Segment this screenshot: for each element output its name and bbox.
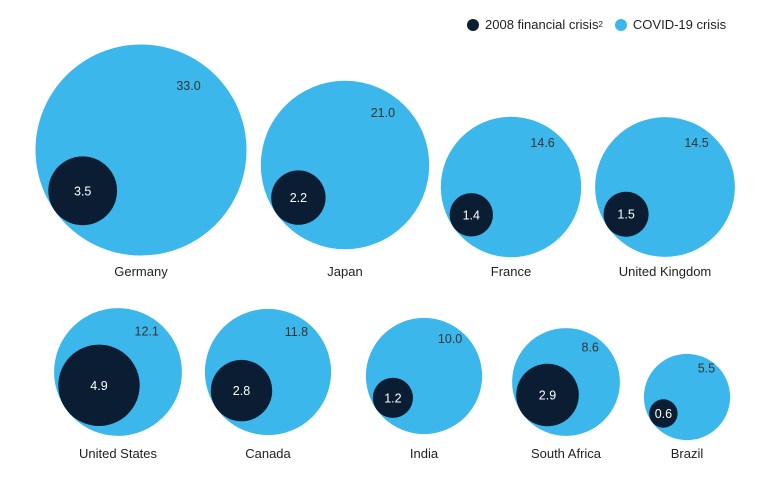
crisis2008-bubble (271, 170, 326, 225)
country-group: 5.5 0.6 Brazil (643, 353, 731, 461)
country-label: France (491, 264, 531, 279)
country-group: 12.1 4.9 United States (54, 308, 182, 461)
covid-value-label: 10.0 (438, 332, 462, 346)
covid-bubble (595, 117, 735, 257)
legend-footnote: 2 (598, 20, 603, 29)
country-group: 14.6 1.4 France (440, 116, 582, 279)
covid-value-label: 14.6 (530, 136, 554, 150)
country-label: United States (79, 446, 158, 461)
country-label: Japan (327, 264, 362, 279)
crisis2008-value-label: 2.9 (539, 389, 556, 403)
country-label: United Kingdom (619, 264, 712, 279)
legend-item-covid: COVID-19 crisis (614, 17, 727, 32)
covid-value-label: 12.1 (135, 325, 159, 339)
crisis2008-value-label: 1.4 (463, 208, 480, 222)
covid-bubble (440, 116, 582, 258)
legend-label-covid: COVID-19 crisis (632, 17, 727, 32)
legend-label-2008: 2008 financial crisis (485, 17, 599, 32)
crisis2008-bubble (449, 193, 493, 237)
covid-value-label: 14.5 (684, 136, 708, 150)
country-group: 11.8 2.8 Canada (204, 308, 332, 461)
crisis2008-bubble (48, 156, 118, 226)
legend-item-2008: 2008 financial crisis 2 (467, 17, 603, 32)
crisis2008-bubble (372, 377, 413, 418)
country-label: Canada (245, 446, 291, 461)
country-group: 33.0 3.5 Germany (35, 44, 247, 279)
country-label: South Africa (531, 446, 602, 461)
crisis2008-value-label: 4.9 (90, 379, 107, 393)
country-group: 10.0 1.2 India (365, 317, 483, 461)
legend: 2008 financial crisis 2 COVID-19 crisis (467, 17, 738, 32)
crisis2008-bubble (603, 191, 649, 237)
country-group: 21.0 2.2 Japan (260, 80, 430, 279)
crisis2008-value-label: 0.6 (655, 407, 672, 421)
crisis2008-bubble (210, 359, 273, 422)
country-label: Germany (114, 264, 168, 279)
crisis2008-value-label: 1.5 (617, 208, 634, 222)
crisis2008-value-label: 3.5 (74, 184, 91, 198)
covid-bubble (260, 80, 430, 250)
country-label: Brazil (671, 446, 704, 461)
crisis2008-bubble (649, 399, 678, 428)
covid-bubble (643, 353, 731, 441)
crisis2008-bubble (58, 344, 140, 426)
covid-value-label: 8.6 (582, 340, 599, 354)
crisis2008-value-label: 2.8 (233, 384, 250, 398)
covid-value-label: 11.8 (285, 325, 308, 339)
country-group: 14.5 1.5 United Kingdom (595, 117, 735, 279)
crisis2008-value-label: 1.2 (384, 391, 401, 405)
covid-value-label: 33.0 (176, 79, 200, 93)
covid-value-label: 5.5 (698, 361, 715, 375)
legend-swatch-covid (614, 18, 627, 31)
legend-swatch-2008 (467, 18, 479, 31)
covid-bubble (35, 44, 247, 256)
crisis2008-value-label: 2.2 (290, 191, 307, 205)
country-group: 8.6 2.9 South Africa (512, 328, 620, 461)
covid-value-label: 21.0 (371, 106, 395, 120)
country-label: India (410, 446, 439, 461)
crisis2008-bubble (516, 363, 579, 427)
covid-bubble (365, 317, 483, 435)
